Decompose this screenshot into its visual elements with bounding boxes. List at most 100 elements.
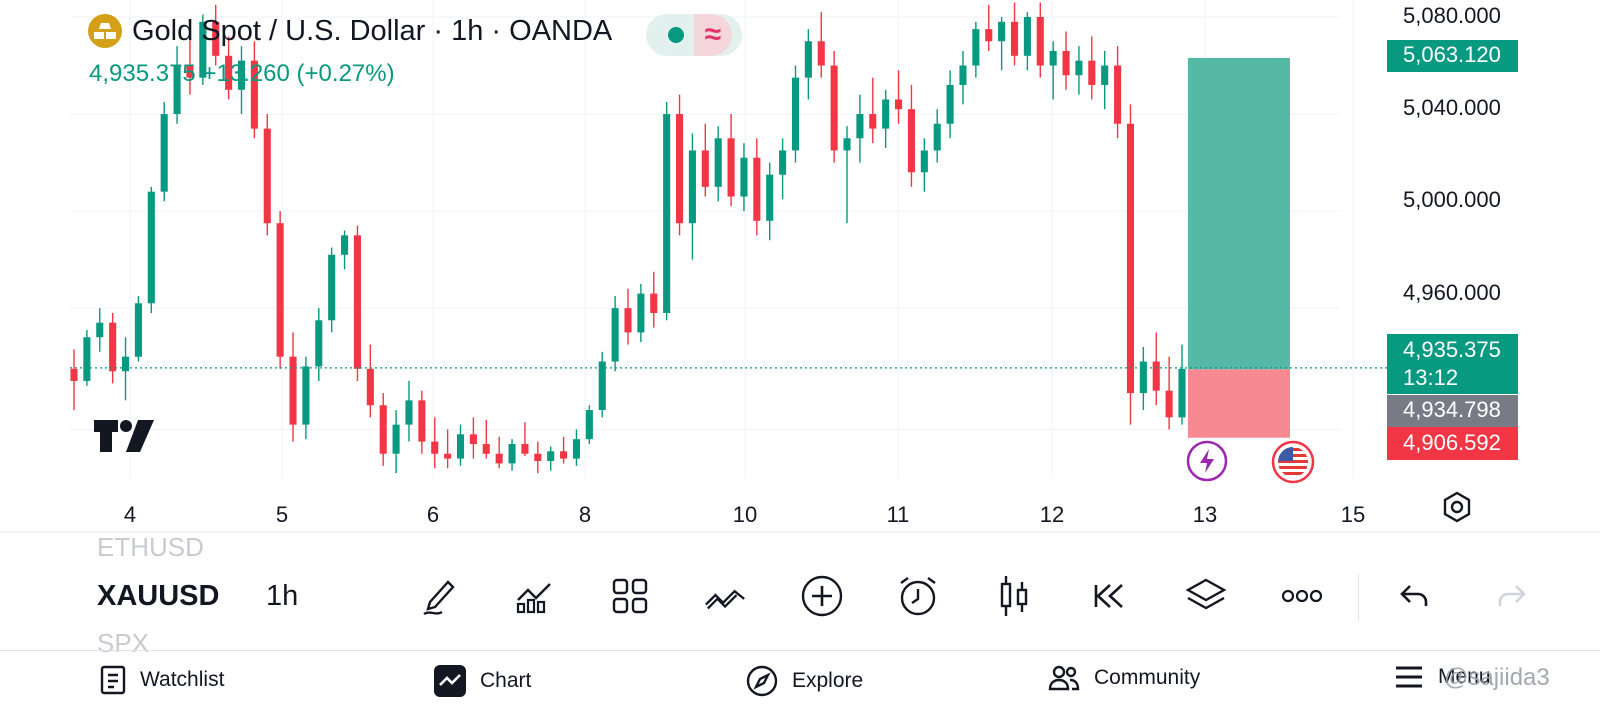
nav-menu[interactable]: Menu [1394,665,1491,689]
layers-icon[interactable] [1184,574,1228,618]
candle-up [134,303,142,357]
candle-down [366,368,374,406]
alert-clock-icon[interactable] [896,574,940,618]
candle-down [70,368,78,381]
candle-up [96,322,104,338]
candle-down [701,150,709,187]
indicators-icon[interactable] [512,574,556,618]
candle-up [920,150,928,173]
candle-down [109,322,117,372]
candle-down [675,114,684,224]
layouts-grid-icon[interactable] [608,574,652,618]
price-change: +13.260 (+0.27%) [202,60,395,87]
chart-settings-icon[interactable] [1440,490,1474,529]
symbol-header[interactable]: Gold Spot / U.S. Dollar · 1h · OANDA [88,14,612,48]
candle-down [1114,65,1122,124]
compass-icon [746,665,778,697]
drawing-tools-icon[interactable] [418,574,462,618]
candle-up [392,424,400,454]
candle-up [1178,368,1186,418]
candle-up [663,114,671,314]
add-plus-icon[interactable] [800,574,844,618]
candle-up [508,444,516,464]
prev-symbol[interactable]: ETHUSD [97,532,204,562]
nav-community-label: Community [1094,666,1201,689]
market-status-pill[interactable]: ≈ [646,14,742,56]
candle-up [1101,65,1109,85]
nav-chart[interactable]: Chart [434,665,531,697]
candle-up [856,114,864,139]
candle-down [212,21,220,56]
chart-icon [434,665,466,697]
profit-zone [1188,57,1290,370]
candle-down [817,41,825,66]
bottom-nav: Watchlist Chart Explore Community Menu [0,650,1600,721]
candle-up [1049,50,1057,66]
x-tick-label: 15 [1340,502,1366,527]
nav-community[interactable]: Community [1048,665,1200,691]
candle-down [985,29,993,42]
next-symbol[interactable]: SPX [97,628,150,658]
candle-down [276,223,284,357]
candle-up [199,21,207,78]
symbol-title: Gold Spot / U.S. Dollar · 1h · OANDA [132,14,613,47]
loss-zone [1188,369,1290,438]
candle-up [882,99,890,129]
candle-up [83,337,91,381]
candle-down [1036,16,1044,66]
menu-hamburger-icon [1396,666,1422,688]
candle-type-icon[interactable] [992,574,1036,618]
us-flag-event-icon[interactable] [1271,440,1315,484]
compare-lines-icon[interactable] [704,574,748,618]
replay-rewind-icon[interactable] [1088,574,1132,618]
candle-down [753,157,761,221]
more-options-icon[interactable] [1280,574,1324,618]
nav-menu-label: Menu [1438,665,1491,688]
candle-down [624,308,632,333]
candle-down [289,356,297,425]
undo-icon[interactable] [1392,574,1436,618]
x-tick-label: 10 [732,502,758,527]
nav-watchlist-label: Watchlist [140,668,225,691]
candle-down [225,55,233,90]
y-tick-label: 5,080.000 [1403,3,1501,28]
symbol-selector[interactable]: XAUUSD [97,580,220,612]
candle-up [173,65,181,115]
y-tick-label: 5,000.000 [1403,187,1501,212]
candle-up [160,114,168,192]
candle-down [495,453,503,464]
x-tick-label: 4 [123,502,137,527]
timeframe-selector[interactable]: 1h [266,580,299,612]
candle-down [250,60,258,129]
candle-down [263,128,271,224]
candle-up [598,361,606,411]
candle-up [585,410,593,440]
redo-icon[interactable] [1490,574,1534,618]
watermark-text: @sajiida3 [1444,664,1550,691]
candle-down [560,451,568,459]
candle-up [933,123,941,151]
candle-up [547,451,555,462]
flash-event-icon[interactable] [1186,440,1228,482]
candle-down [379,405,387,454]
candle-down [444,453,452,459]
target-price-tag: 5,063.120 [1387,40,1518,72]
tradingview-logo-icon [94,420,154,457]
candle-up [637,293,645,333]
candle-down [1126,123,1135,394]
candle-down [895,99,903,110]
x-tick-label: 13 [1192,502,1218,527]
nav-explore-label: Explore [792,669,864,692]
candle-up [237,60,246,90]
price-chart[interactable] [0,0,1600,540]
candle-up [315,320,323,367]
candle-up [791,77,800,151]
nav-explore[interactable]: Explore [746,665,863,697]
x-tick-label: 6 [426,502,440,527]
candle-up [972,29,980,66]
candle-down [482,444,490,454]
nav-watchlist[interactable]: Watchlist [100,665,224,695]
y-tick-label: 4,960.000 [1403,280,1501,305]
entry-price-tag: 4,934.798 [1387,395,1518,427]
candle-down [1062,50,1070,76]
